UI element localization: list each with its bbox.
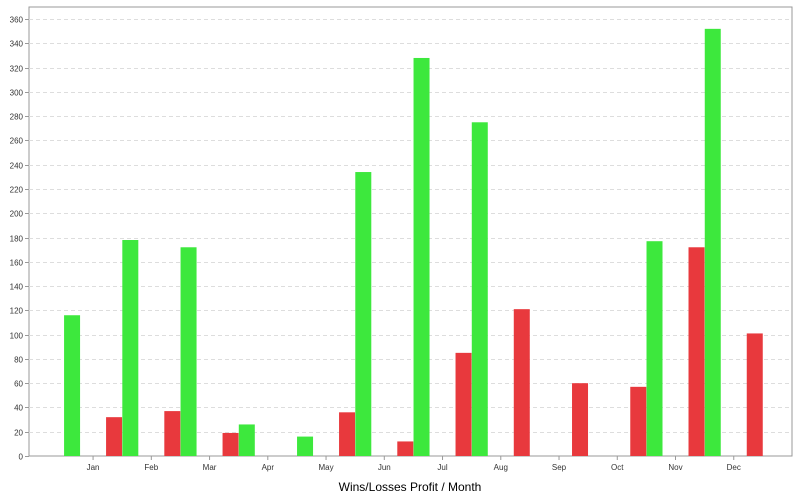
bar-win — [646, 241, 663, 456]
y-tick-label: 240 — [10, 162, 24, 171]
y-tick-label: 100 — [10, 332, 24, 341]
x-tick-label: Mar — [203, 463, 217, 472]
bar-loss — [630, 386, 647, 456]
bar-loss — [746, 333, 763, 456]
y-tick-label: 160 — [10, 259, 24, 268]
bar-loss — [222, 432, 239, 456]
bar-win — [238, 424, 255, 456]
y-tick-label: 260 — [10, 137, 24, 146]
y-tick-label: 40 — [14, 404, 23, 413]
plot-area — [28, 6, 793, 457]
x-tick-label: Dec — [727, 463, 741, 472]
bar-loss — [455, 352, 472, 456]
y-tick-label: 280 — [10, 113, 24, 122]
x-tick-label: May — [318, 463, 333, 472]
bar-loss — [572, 383, 589, 456]
y-tick-label: 200 — [10, 210, 24, 219]
x-tick-label: Jun — [378, 463, 391, 472]
bar-win — [122, 239, 139, 456]
bar-win — [704, 28, 721, 457]
x-tick-label: Nov — [668, 463, 682, 472]
y-tick-label: 20 — [14, 429, 23, 438]
y-tick-label: 180 — [10, 235, 24, 244]
y-tick-label: 0 — [19, 453, 24, 462]
bar-loss — [397, 441, 414, 456]
bar-win — [180, 247, 197, 456]
y-tick-label: 60 — [14, 380, 23, 389]
grid-layer — [28, 6, 793, 457]
y-tick-label: 320 — [10, 65, 24, 74]
bar-win — [413, 57, 430, 457]
x-tick-label: Feb — [144, 463, 158, 472]
axis-layer: 0 20 40 60 80 100 120 140 160 180 200 220 240 260 280 3… — [10, 16, 741, 473]
bar-loss — [513, 309, 530, 456]
y-tick-label: 120 — [10, 307, 24, 316]
x-tick-label: Apr — [262, 463, 275, 472]
y-tick-label: 140 — [10, 283, 24, 292]
y-tick-label: 340 — [10, 40, 24, 49]
bar-win — [297, 436, 314, 456]
y-tick-label: 300 — [10, 89, 24, 98]
x-axis-title: Wins/Losses Profit / Month — [339, 480, 482, 494]
bar-loss — [106, 417, 123, 456]
bar-loss — [688, 247, 705, 456]
x-tick-label: Sep — [552, 463, 567, 472]
bar-win — [355, 172, 372, 456]
x-tick-label: Jul — [437, 463, 447, 472]
bar-loss — [164, 411, 181, 456]
y-tick-label: 80 — [14, 356, 23, 365]
bar-loss — [339, 412, 356, 456]
x-tick-label: Oct — [611, 463, 624, 472]
y-tick-label: 360 — [10, 16, 24, 25]
x-tick-label: Jan — [87, 463, 100, 472]
y-tick-label: 220 — [10, 186, 24, 195]
bar-win — [471, 122, 488, 456]
bar-layer — [64, 28, 763, 457]
bar-win — [64, 315, 81, 456]
x-tick-label: Aug — [494, 463, 508, 472]
